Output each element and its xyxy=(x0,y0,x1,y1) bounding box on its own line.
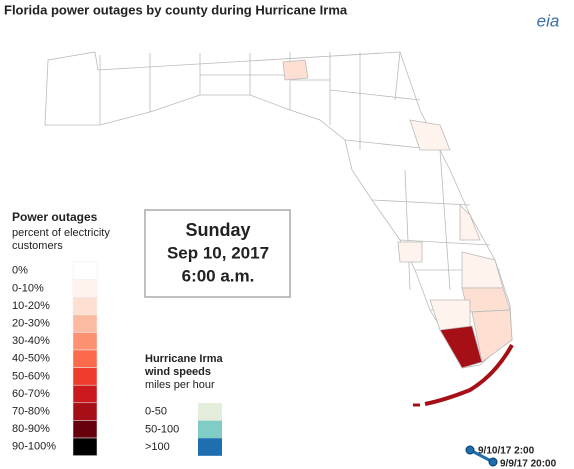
legend-label: 40-50% xyxy=(12,353,50,365)
date: Sep 10, 2017 xyxy=(167,243,269,262)
legend-label: 20-30% xyxy=(12,318,50,330)
legend-swatch xyxy=(72,314,98,333)
legend-swatch xyxy=(198,438,222,456)
legend-swatch xyxy=(72,332,98,351)
outage-legend-subtitle: percent of electricity xyxy=(12,227,110,239)
legend-label: 0% xyxy=(12,265,28,277)
legend-swatch xyxy=(198,403,222,421)
logo: eia xyxy=(537,11,560,30)
legend-label: 0-50 xyxy=(145,406,167,418)
legend-label: 90-100% xyxy=(12,441,56,453)
wind-legend-title: Hurricane Irma xyxy=(145,353,224,365)
legend-swatch xyxy=(198,420,222,439)
track-label: 9/9/17 20:00 xyxy=(500,459,557,469)
day: Sunday xyxy=(185,220,250,240)
wind-legend-title: wind speeds xyxy=(144,366,211,378)
legend-swatch xyxy=(72,296,98,316)
legend-swatch xyxy=(72,437,98,456)
legend-swatch xyxy=(72,402,98,421)
title: Florida power outages by county during H… xyxy=(4,2,348,17)
legend-swatch xyxy=(72,420,98,439)
legend-swatch xyxy=(72,367,98,386)
legend-label: 0-10% xyxy=(12,282,44,294)
florida-map xyxy=(44,51,514,407)
storm-track: 9/10/17 2:00 9/9/17 20:00 xyxy=(465,445,557,469)
track-label: 9/10/17 2:00 xyxy=(478,446,535,457)
legend-label: 50-100 xyxy=(145,423,179,435)
legend-label: 50-60% xyxy=(12,370,50,382)
legend-label: 70-80% xyxy=(12,406,50,418)
wind-legend-subtitle: miles per hour xyxy=(145,379,215,391)
legend-label: 60-70% xyxy=(12,388,50,400)
legend-label: 30-40% xyxy=(12,335,50,347)
outage-legend-subtitle: customers xyxy=(12,240,63,252)
outage-legend-title: Power outages xyxy=(12,210,98,224)
date-box: Sunday Sep 10, 2017 6:00 a.m. xyxy=(144,209,291,298)
time: 6:00 a.m. xyxy=(182,266,255,285)
legend-label: 10-20% xyxy=(12,300,50,312)
legend-label: >100 xyxy=(145,441,170,453)
legend-swatch xyxy=(72,279,98,298)
wind-legend: 0-50 50-100 >100 xyxy=(145,403,222,456)
legend-swatch xyxy=(72,384,98,404)
legend-swatch xyxy=(72,261,98,280)
legend-label: 80-90% xyxy=(12,423,50,435)
legend-swatch xyxy=(72,349,98,368)
